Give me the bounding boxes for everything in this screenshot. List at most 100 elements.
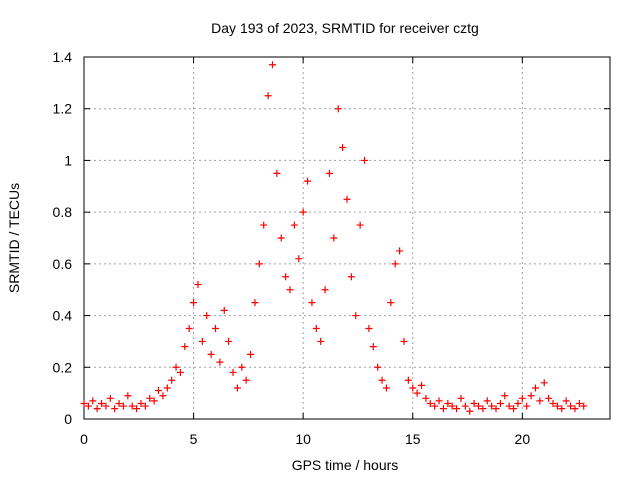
data-point — [510, 405, 518, 413]
data-point — [137, 399, 145, 407]
data-point — [146, 394, 154, 402]
data-point — [176, 368, 184, 376]
y-tick-label: 0.2 — [53, 359, 73, 375]
data-point — [141, 402, 149, 410]
data-point — [396, 247, 404, 255]
data-point — [339, 144, 347, 151]
data-point — [501, 392, 509, 400]
y-tick-label: 1.2 — [53, 101, 73, 117]
data-points — [80, 61, 588, 415]
data-point — [198, 337, 206, 345]
data-point — [216, 358, 224, 366]
x-tick-label: 15 — [405, 431, 421, 447]
data-point — [84, 402, 92, 410]
data-point — [422, 394, 430, 402]
data-point — [571, 405, 579, 413]
data-point — [238, 363, 246, 371]
data-point — [321, 286, 329, 294]
x-tick-label: 0 — [80, 431, 88, 447]
data-point — [159, 392, 167, 400]
data-point — [242, 376, 250, 384]
data-point — [580, 402, 588, 410]
data-point — [400, 337, 408, 345]
data-point — [475, 402, 482, 410]
data-point — [575, 399, 583, 407]
data-point — [190, 299, 198, 307]
data-point — [308, 299, 316, 307]
data-point — [225, 337, 233, 345]
data-point — [277, 234, 285, 242]
data-point — [207, 350, 215, 358]
chart-title: Day 193 of 2023, SRMTID for receiver czt… — [211, 20, 479, 36]
y-tick-label: 0.4 — [53, 308, 73, 324]
data-point — [343, 195, 351, 203]
y-axis-ticks: 0 0.2 0.4 0.6 0.8 1 1.2 1.4 — [53, 49, 610, 427]
data-point — [374, 363, 382, 371]
data-point — [247, 350, 255, 358]
data-point — [185, 325, 193, 332]
data-point — [312, 325, 320, 332]
data-point — [299, 208, 307, 216]
data-point — [203, 312, 211, 320]
data-point — [194, 281, 202, 289]
data-point — [286, 286, 294, 294]
data-point — [347, 273, 355, 281]
data-point — [89, 397, 97, 405]
data-point — [457, 394, 465, 402]
data-point — [317, 337, 325, 345]
data-point — [260, 221, 268, 229]
data-point — [558, 405, 566, 413]
data-point — [115, 399, 123, 407]
data-point — [461, 402, 469, 410]
data-point — [518, 394, 526, 402]
data-point — [426, 399, 434, 407]
data-point — [212, 325, 219, 332]
data-point — [181, 343, 189, 351]
data-point — [124, 392, 132, 400]
data-point — [562, 397, 570, 405]
data-point — [466, 407, 474, 415]
data-point — [172, 363, 180, 371]
data-point — [255, 260, 263, 268]
data-point — [128, 402, 136, 410]
y-tick-label: 1.4 — [53, 49, 73, 65]
data-point — [483, 397, 491, 405]
data-point — [479, 405, 487, 413]
data-point — [514, 399, 522, 407]
data-point — [567, 402, 575, 410]
data-point — [391, 260, 399, 268]
data-point — [453, 405, 461, 413]
data-point — [102, 402, 110, 410]
data-point — [229, 368, 237, 376]
data-point — [304, 177, 312, 185]
data-point — [268, 61, 276, 69]
data-point — [150, 397, 158, 405]
data-point — [220, 306, 228, 314]
data-point — [264, 92, 272, 100]
x-tick-label: 5 — [190, 431, 198, 447]
data-point — [492, 405, 500, 413]
data-point — [365, 325, 373, 332]
data-point — [233, 384, 241, 392]
data-point — [523, 402, 531, 410]
data-point — [382, 384, 390, 392]
data-point — [553, 402, 561, 410]
data-point — [448, 402, 456, 410]
data-point — [431, 402, 439, 410]
x-tick-label: 20 — [515, 431, 531, 447]
y-axis-label: SRMTID / TECUs — [6, 183, 22, 293]
data-point — [549, 399, 557, 407]
data-point — [545, 394, 553, 402]
data-point — [378, 376, 386, 384]
data-point — [330, 234, 338, 242]
y-tick-label: 0 — [64, 411, 72, 427]
data-point — [111, 405, 119, 413]
data-point — [418, 381, 426, 389]
data-point — [93, 405, 101, 413]
data-point — [334, 105, 342, 113]
x-axis-ticks: 0 5 10 15 20 — [80, 57, 530, 447]
data-point — [325, 169, 333, 177]
data-point — [369, 343, 377, 351]
data-point — [527, 392, 535, 400]
